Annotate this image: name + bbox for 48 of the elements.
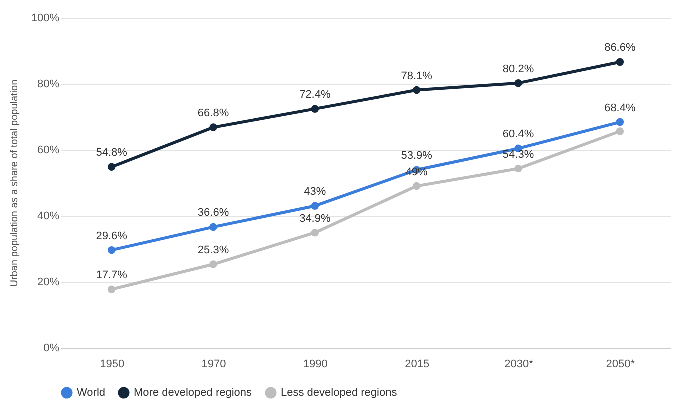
data-label: 34.9% bbox=[300, 212, 331, 225]
data-label: 60.4% bbox=[502, 128, 534, 141]
y-tick-label: 60% bbox=[37, 144, 60, 156]
point bbox=[210, 124, 218, 132]
data-label: 53.9% bbox=[401, 150, 433, 162]
data-label: 25.3% bbox=[198, 244, 230, 257]
data-label: 43% bbox=[304, 186, 326, 198]
point bbox=[412, 86, 421, 94]
point bbox=[311, 105, 320, 113]
y-axis-title: Urban population as a share of total population bbox=[9, 80, 20, 288]
point bbox=[514, 164, 522, 173]
data-label: 86.6% bbox=[604, 42, 636, 54]
point bbox=[514, 79, 522, 88]
data-label: 68.4% bbox=[604, 102, 636, 114]
x-tick-label: 1990 bbox=[303, 358, 328, 370]
y-tick-label: 0% bbox=[44, 342, 60, 354]
x-tick-label: 1970 bbox=[202, 358, 226, 370]
point bbox=[311, 202, 320, 210]
point bbox=[210, 223, 218, 232]
data-label: 54.8% bbox=[96, 147, 128, 160]
data-label: 80.2% bbox=[502, 63, 534, 76]
point bbox=[311, 228, 320, 237]
point bbox=[108, 163, 116, 172]
data-label: 72.4% bbox=[300, 89, 331, 102]
data-label: 78.1% bbox=[401, 70, 433, 82]
y-tick-label: 20% bbox=[37, 276, 60, 288]
point bbox=[616, 58, 624, 66]
point bbox=[616, 128, 624, 136]
x-tick-label: 1950 bbox=[100, 358, 125, 370]
y-tick-label: 80% bbox=[37, 78, 60, 90]
y-tick-label: 100% bbox=[31, 12, 60, 24]
point bbox=[108, 246, 116, 254]
data-label: 29.6% bbox=[96, 230, 128, 242]
x-tick-label: 2030* bbox=[504, 358, 534, 370]
point bbox=[210, 260, 218, 268]
point bbox=[616, 118, 624, 126]
data-label: 17.7% bbox=[96, 270, 128, 282]
data-label: 36.6% bbox=[198, 207, 230, 220]
legend-label: World bbox=[77, 387, 106, 399]
point bbox=[412, 182, 421, 190]
data-label: 54.3% bbox=[502, 148, 534, 161]
y-tick-label: 40% bbox=[37, 210, 60, 222]
point bbox=[108, 286, 116, 294]
data-label: 66.8% bbox=[198, 108, 230, 120]
legend-label: Less developed regions bbox=[281, 387, 398, 399]
legend-label: More developed regions bbox=[134, 387, 253, 399]
x-tick-label: 2050* bbox=[606, 358, 636, 370]
x-tick-label: 2015 bbox=[405, 358, 430, 370]
